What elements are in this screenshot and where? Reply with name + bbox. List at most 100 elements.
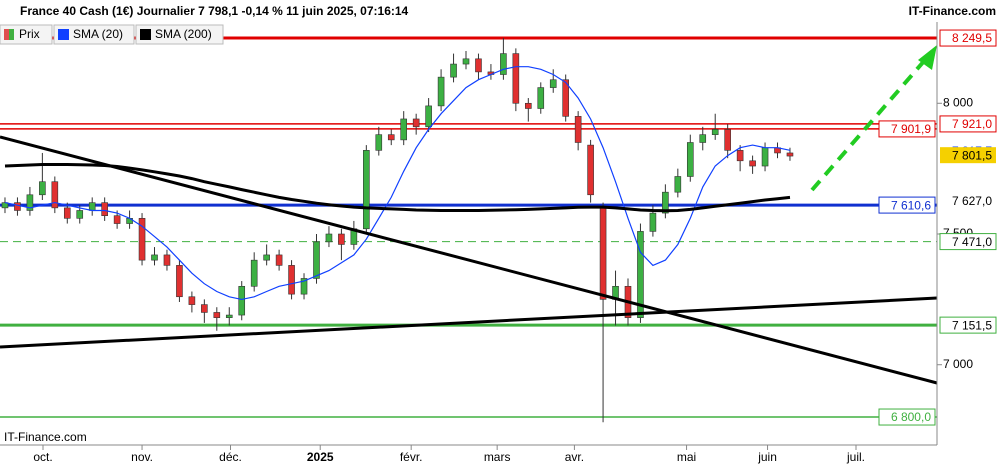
candle-body: [662, 191, 669, 214]
price-marker-box: [940, 147, 996, 164]
legend-swatch: [9, 29, 14, 40]
level-label-box: [939, 115, 997, 133]
level-label: 7 151,5: [952, 318, 992, 332]
candle-body: [637, 231, 644, 318]
candle-body: [101, 202, 108, 217]
candle-body: [749, 160, 756, 167]
candle-body: [288, 265, 295, 295]
plot: 7 0007 5008 000oct.nov.déc.2025févr.mars…: [0, 29, 997, 464]
candle-body: [686, 142, 694, 177]
candle-body: [400, 118, 408, 141]
candle-body: [475, 58, 482, 73]
candle-body: [225, 314, 233, 318]
header: [0, 0, 1001, 22]
candle-body: [300, 278, 308, 295]
x-tick-label: déc.: [219, 450, 242, 464]
x-tick-label: 2025: [307, 450, 334, 464]
candle-body: [525, 102, 532, 109]
level-label-box: [939, 316, 997, 334]
legend-swatch: [140, 29, 151, 40]
arrow-head: [918, 45, 937, 70]
candle-body: [387, 134, 395, 141]
candle-body: [238, 285, 246, 316]
candle-body: [450, 63, 457, 78]
candle-body: [786, 152, 794, 157]
candle-body: [500, 53, 507, 75]
level-label-box: [878, 120, 936, 138]
level-label: 7 921,0: [952, 117, 992, 131]
candle-body: [699, 134, 707, 143]
candle-body: [674, 176, 682, 193]
legend-swatch: [4, 29, 9, 40]
candle-body: [537, 87, 545, 109]
candle-body: [88, 202, 96, 211]
candle-body: [587, 144, 594, 196]
candle-body: [711, 129, 719, 135]
candle-body: [51, 181, 59, 209]
level-label: 7 471,0: [952, 235, 992, 249]
candle-body: [113, 215, 121, 224]
x-tick-label: juin: [757, 450, 777, 464]
candle-body: [462, 58, 470, 65]
trend-line: [0, 296, 938, 349]
candle-body: [549, 79, 557, 88]
candle-body: [574, 116, 582, 143]
legend-label: Prix: [19, 27, 40, 41]
x-tick-label: nov.: [131, 450, 153, 464]
candle-body: [188, 296, 196, 305]
candle-body: [14, 202, 21, 211]
candle-body: [325, 233, 333, 243]
candle-body: [375, 134, 383, 151]
x-tick-label: avr.: [565, 450, 584, 464]
level-label: 6 800,0: [891, 410, 931, 424]
level-label: 7 610,6: [891, 198, 931, 212]
level-label: 7 901,9: [891, 122, 931, 136]
candle-body: [213, 312, 221, 318]
price-marker-label: 7 801,5: [952, 148, 992, 162]
legend-box: [135, 24, 224, 45]
candle-body: [76, 210, 84, 219]
candle-body: [151, 254, 158, 261]
legend-label: SMA (20): [73, 27, 123, 41]
candle-body: [761, 147, 769, 167]
candle-body: [412, 118, 420, 128]
candle-body: [437, 76, 445, 107]
price-marker-label: 7 627,0: [952, 194, 992, 208]
candle-body: [263, 254, 270, 261]
candle-body: [313, 241, 320, 279]
x-tick-label: juil.: [846, 450, 865, 464]
x-tick-label: févr.: [400, 450, 423, 464]
y-tick-label: 8 000: [943, 95, 973, 109]
brand: IT-Finance.com: [909, 4, 996, 18]
watermark: IT-Finance.com: [4, 430, 87, 444]
x-tick-label: oct.: [33, 450, 52, 464]
candle-body: [649, 212, 657, 232]
candle-body: [39, 181, 46, 196]
candle-body: [163, 254, 171, 266]
legend-swatch: [58, 29, 69, 40]
x-tick-label: mars: [484, 450, 511, 464]
level-label-box: [939, 233, 997, 251]
arrow: [810, 58, 927, 192]
candle-body: [275, 254, 283, 266]
candle-body: [724, 129, 731, 151]
legend-box: [53, 24, 135, 45]
level-label-box: [878, 408, 936, 426]
legend: Prix SMA (20) SMA (200): [0, 24, 224, 45]
candle-body: [425, 105, 432, 128]
trend-line: [0, 135, 938, 385]
sma-line: [4, 163, 791, 213]
candle-body: [736, 150, 744, 162]
candle-body: [63, 207, 71, 219]
level-label-box: [878, 196, 936, 214]
candle-body: [250, 259, 258, 287]
y-tick-label: 7 000: [943, 357, 973, 371]
candle-body: [176, 265, 183, 298]
price-marker-box: [940, 192, 996, 209]
candle-body: [363, 150, 370, 230]
sma-line: [4, 66, 791, 301]
candle-body: [26, 194, 34, 211]
candle-body: [512, 53, 520, 104]
candle-body: [201, 304, 208, 313]
